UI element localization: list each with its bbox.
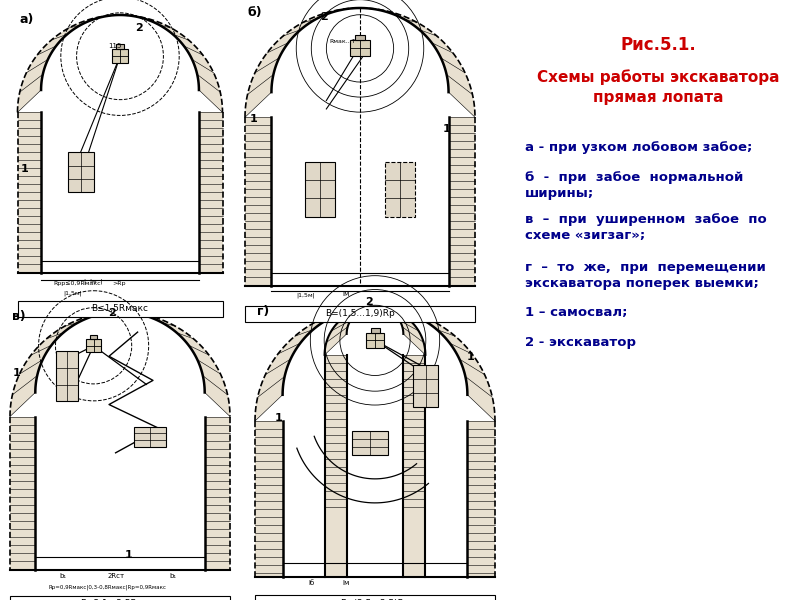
- Text: в  –  при  уширенном  забое  по
схеме «зигзаг»;: в – при уширенном забое по схеме «зигзаг…: [525, 213, 766, 242]
- Text: б  -  при  забое  нормальной
ширины;: б - при забое нормальной ширины;: [525, 171, 743, 200]
- Bar: [111, 49, 128, 63]
- Text: 2Rст: 2Rст: [107, 573, 125, 579]
- Text: |  lм  |: | lм |: [85, 279, 103, 284]
- Text: 1: 1: [13, 368, 21, 379]
- Bar: [350, 40, 370, 56]
- Text: 2: 2: [365, 297, 373, 307]
- Bar: [467, 421, 495, 577]
- Text: 1: 1: [125, 550, 132, 560]
- Text: lм: lм: [342, 580, 350, 586]
- Polygon shape: [245, 8, 475, 117]
- Text: Rрр≤0,9Rмакс: Rрр≤0,9Rмакс: [53, 281, 101, 286]
- Bar: [403, 355, 426, 577]
- Polygon shape: [255, 307, 495, 421]
- Bar: [205, 416, 230, 570]
- Bar: [255, 421, 282, 577]
- Text: 1: 1: [250, 114, 258, 124]
- Bar: [449, 117, 475, 286]
- Bar: [366, 333, 384, 348]
- Bar: [370, 328, 379, 333]
- Bar: [10, 416, 35, 570]
- Text: B=2,1...2,5Rмакс: B=2,1...2,5Rмакс: [80, 599, 160, 600]
- Polygon shape: [18, 15, 222, 112]
- Bar: [90, 335, 98, 339]
- Text: 2 - экскаватор: 2 - экскаватор: [525, 336, 635, 349]
- Text: Rр=0,9Rмакс|0,3-0,8Rмакс|Rр=0,9Rмакс: Rр=0,9Rмакс|0,3-0,8Rмакс|Rр=0,9Rмакс: [48, 584, 166, 589]
- Bar: [67, 152, 94, 193]
- Bar: [245, 306, 475, 322]
- Bar: [134, 427, 166, 447]
- Text: 1: 1: [466, 352, 474, 362]
- Bar: [414, 365, 438, 407]
- Bar: [325, 355, 346, 577]
- Text: |1,5м|: |1,5м|: [63, 290, 82, 295]
- Text: в): в): [12, 310, 26, 323]
- Text: |1,5м|: |1,5м|: [296, 292, 315, 298]
- Text: Схемы работы экскаватора
прямая лопата: Схемы работы экскаватора прямая лопата: [537, 69, 779, 104]
- Bar: [255, 595, 495, 600]
- Text: Rмак...Т: Rмак...Т: [329, 40, 356, 44]
- Text: а - при узком лобовом забое;: а - при узком лобовом забое;: [525, 141, 752, 154]
- Text: lм: lм: [342, 291, 350, 297]
- Bar: [305, 161, 335, 217]
- Text: 2: 2: [320, 12, 328, 22]
- Text: >Rр: >Rр: [112, 281, 126, 286]
- Bar: [86, 339, 102, 352]
- Text: lб: lб: [309, 580, 314, 586]
- Text: 2: 2: [109, 308, 116, 318]
- Bar: [355, 35, 365, 40]
- Text: 2: 2: [135, 23, 142, 33]
- Text: г): г): [257, 305, 270, 318]
- Bar: [199, 112, 222, 273]
- Bar: [18, 301, 222, 317]
- Text: B≤1,5Rмакс: B≤1,5Rмакс: [91, 304, 149, 313]
- Text: 1: 1: [443, 124, 450, 134]
- Bar: [18, 112, 41, 273]
- Bar: [352, 431, 388, 455]
- Text: 1 – самосвал;: 1 – самосвал;: [525, 306, 627, 319]
- Text: Рис.5.1.: Рис.5.1.: [620, 36, 696, 54]
- Bar: [385, 161, 415, 217]
- Text: 1: 1: [21, 164, 28, 175]
- Text: b₁: b₁: [59, 573, 66, 579]
- Text: г  –  то  же,  при  перемещении
экскаватора поперек выемки;: г – то же, при перемещении экскаватора п…: [525, 261, 766, 290]
- Text: 1: 1: [274, 413, 282, 423]
- Text: а): а): [19, 13, 34, 26]
- Text: б): б): [247, 6, 262, 19]
- Bar: [57, 352, 78, 401]
- Bar: [245, 117, 271, 286]
- Text: b₁: b₁: [169, 573, 176, 579]
- Text: B=(2,5...3,5)Rр: B=(2,5...3,5)Rр: [340, 599, 410, 600]
- Polygon shape: [10, 312, 230, 416]
- Text: 115: 115: [108, 43, 122, 49]
- Text: B=(1,5...1,9)Rр: B=(1,5...1,9)Rр: [325, 309, 395, 318]
- Bar: [116, 44, 124, 49]
- Bar: [10, 596, 230, 600]
- Polygon shape: [325, 307, 426, 355]
